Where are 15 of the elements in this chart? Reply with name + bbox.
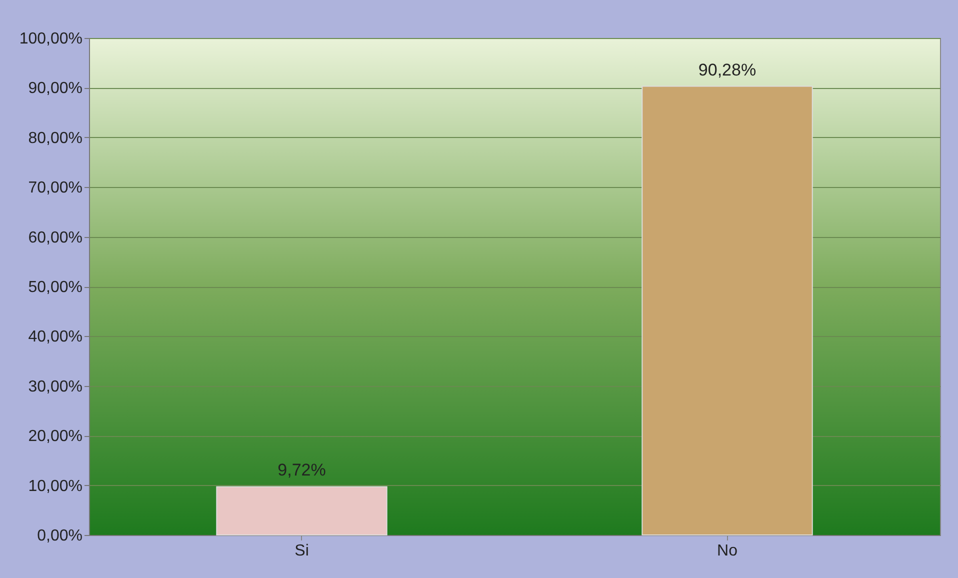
y-tick-label: 100,00% [19, 30, 82, 48]
y-tick-label: 90,00% [28, 80, 82, 98]
y-tick-label: 20,00% [28, 428, 82, 446]
data-label: 90,28% [698, 60, 756, 80]
x-tick-label: Si [294, 542, 309, 560]
y-tick-label: 80,00% [28, 130, 82, 147]
y-tick-label: 30,00% [28, 378, 82, 396]
data-label: 9,72% [278, 460, 326, 480]
y-tick-label: 50,00% [28, 279, 82, 296]
y-tick-label: 40,00% [28, 328, 82, 346]
y-tick-label: 10,00% [28, 478, 82, 495]
x-tick-label: No [717, 542, 738, 560]
y-tick-label: 60,00% [28, 229, 82, 246]
y-tick-label: 70,00% [28, 180, 82, 197]
y-tick-label: 0,00% [37, 528, 82, 544]
